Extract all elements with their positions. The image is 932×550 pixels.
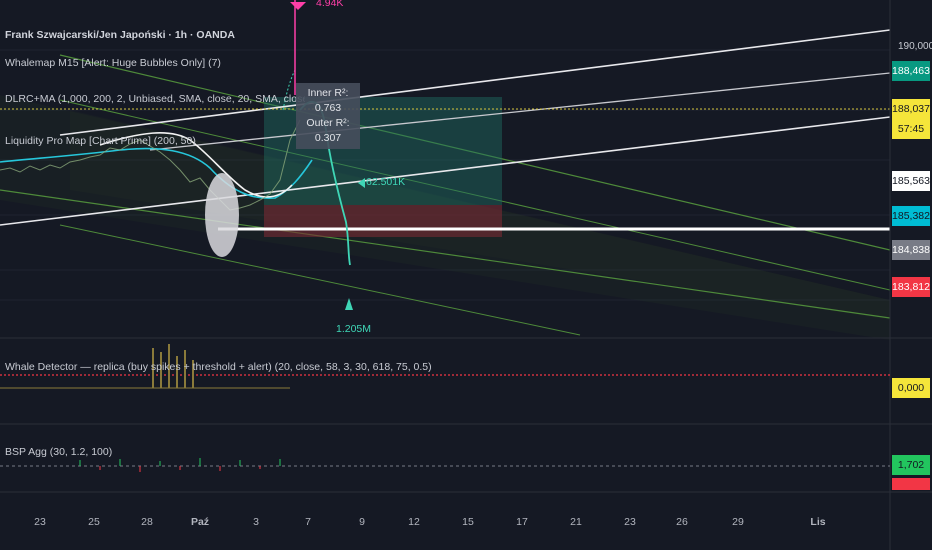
time-tick: 23 (624, 516, 636, 528)
price-tag-183812: 183,812 (892, 277, 930, 297)
bsp-bars (79, 458, 281, 472)
whale-value-tag: 0,000 (892, 378, 930, 398)
price-tag-185382: 185,382 (892, 206, 930, 226)
whale-pane-label[interactable]: Whale Detector — replica (buy spikes + t… (5, 361, 432, 373)
time-tick: 21 (570, 516, 582, 528)
time-tick: 15 (462, 516, 474, 528)
price-series (0, 119, 301, 211)
bsp-pane-label[interactable]: BSP Agg (30, 1.2, 100) (5, 446, 113, 458)
white-trend-mid (149, 72, 891, 151)
outer-r2-text: Outer R²: 0.307 (306, 117, 350, 144)
position-loss-zone (264, 205, 502, 237)
mid-bubble-arrow-icon (358, 178, 365, 188)
time-tick: 25 (88, 516, 100, 528)
price-axis-190: 190,000 (898, 41, 932, 52)
time-tick: Paź (190, 516, 210, 528)
channel-lower-line (0, 189, 891, 319)
price-tag-188037: 188,037 (892, 99, 930, 119)
top-bubble-label: 4.94K (316, 0, 344, 9)
r2-box: Inner R²: 0.763 Outer R²: 0.307 (296, 83, 360, 149)
time-tick: 12 (408, 516, 420, 528)
time-tick: 9 (359, 516, 365, 528)
time-tick: Lis (810, 516, 826, 528)
time-tick: 28 (141, 516, 153, 528)
liquidity-bubble (205, 173, 239, 257)
magenta-arrow-icon (290, 2, 306, 10)
indicator-liquidity-label[interactable]: Liquidity Pro Map [Chart Prime] (200, 50… (5, 135, 196, 147)
chart-title: Frank Szwajcarski/Jen Japoński · 1h · OA… (5, 29, 235, 41)
low-bubble-label: 1.205M (336, 323, 372, 335)
grid (0, 49, 890, 301)
ma-white (99, 132, 293, 198)
time-tick: 23 (34, 516, 46, 528)
channel-mid-line (59, 99, 891, 291)
mid-bubble-label: 62.501K (366, 176, 406, 188)
time-tick: 26 (676, 516, 688, 528)
indicator-dlrc-label[interactable]: DLRC+MA (1,000, 200, 2, Unbiased, SMA, c… (5, 93, 305, 105)
time-tick: 7 (305, 516, 311, 528)
time-tick: 3 (253, 516, 259, 528)
indicator-whalemap-label[interactable]: Whalemap M15 [Alert: Huge Bubbles Only] … (5, 57, 221, 69)
low-bubble-triangle-icon (345, 298, 353, 310)
projection-dash (282, 69, 296, 111)
bsp-red-tag (892, 478, 930, 490)
time-tick: 29 (732, 516, 744, 528)
white-trend-upper (59, 29, 891, 136)
price-tag-184838: 184,838 (892, 240, 930, 260)
channel-upper-line (59, 54, 891, 251)
white-trend-lower (0, 116, 891, 226)
whale-spikes (152, 344, 194, 388)
time-tick: 17 (516, 516, 528, 528)
countdown-tag: 57:45 (892, 119, 930, 139)
price-tag-188463: 188,463 (892, 61, 930, 81)
price-tag-185563: 185,563 (892, 171, 930, 191)
channel-bottom-line (59, 224, 581, 336)
bsp-value-tag: 1,702 (892, 455, 930, 475)
inner-r2-text: Inner R²: 0.763 (307, 87, 349, 114)
